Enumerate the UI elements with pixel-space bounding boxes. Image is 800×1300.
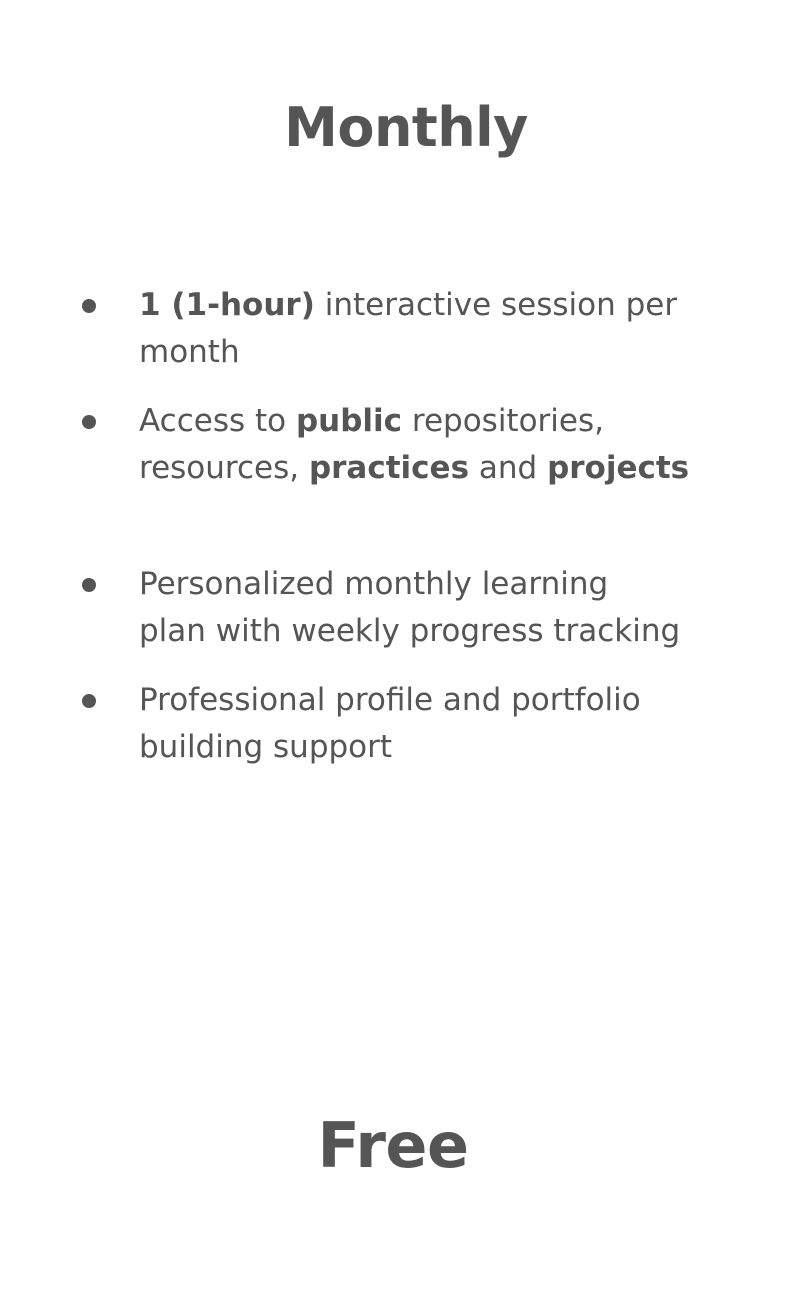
bullet-dot-icon [82, 299, 96, 313]
feature-text: repositories, [402, 403, 604, 439]
feature-line: 1 (1-hour) interactive session per [139, 282, 750, 329]
plan-title: Monthly [284, 96, 528, 159]
bullet-dot-icon [82, 578, 96, 592]
feature-emphasis: projects [547, 450, 690, 486]
feature-item-learning-plan: Personalized monthly learning plan with … [0, 561, 800, 677]
feature-line: plan with weekly progress tracking [139, 613, 681, 649]
feature-list: 1 (1-hour) interactive session per month… [0, 282, 800, 771]
feature-text: Access to [139, 403, 296, 439]
feature-line: Personalized monthly learning [139, 566, 609, 602]
plan-price: Free [317, 1109, 469, 1182]
bullet-dot-icon [82, 694, 96, 708]
feature-text: resources, [139, 450, 309, 486]
feature-item-sessions: 1 (1-hour) interactive session per month [0, 282, 800, 398]
feature-emphasis: 1 (1-hour) [139, 287, 315, 323]
feature-line: building support [139, 729, 393, 765]
feature-line: month [139, 334, 240, 370]
feature-text: and [469, 450, 548, 486]
feature-emphasis: public [295, 403, 403, 439]
feature-line: Professional profile and portfolio [139, 682, 641, 718]
feature-item-portfolio: Professional profile and portfolio build… [0, 677, 800, 771]
feature-line: resources, practices and projects [139, 445, 750, 492]
feature-item-access: Access to public repositories, resources… [0, 398, 800, 561]
feature-emphasis: practices [308, 450, 470, 486]
bullet-dot-icon [82, 415, 96, 429]
feature-text: interactive session per [314, 287, 678, 323]
feature-line: Access to public repositories, [139, 398, 750, 445]
